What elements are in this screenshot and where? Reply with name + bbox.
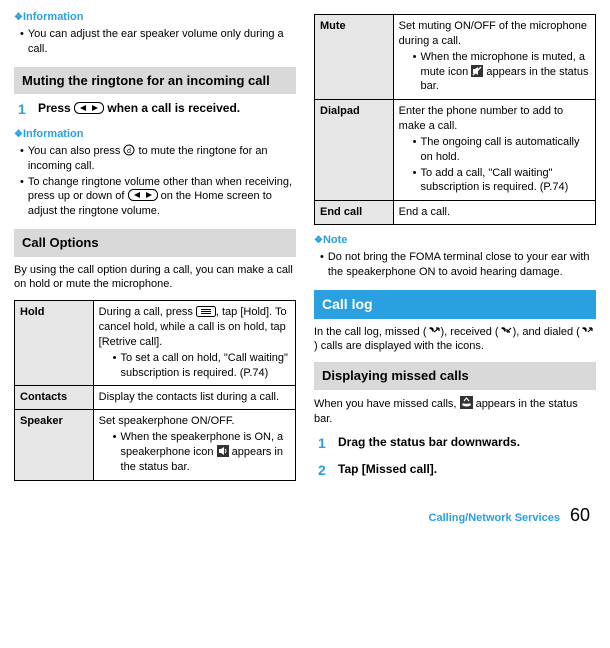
step-number: 1 xyxy=(18,100,30,119)
footer-section: Calling/Network Services xyxy=(429,511,560,526)
row-label: Mute xyxy=(315,15,394,100)
missed-call-icon xyxy=(427,326,441,337)
missed-status-icon xyxy=(460,396,473,409)
step-2: 2 Tap [Missed call]. xyxy=(318,461,596,480)
menu-key-icon xyxy=(196,306,216,317)
speaker-icon xyxy=(217,445,229,457)
info-item: • To change ringtone volume other than w… xyxy=(20,175,296,220)
step-text: Press when a call is received. xyxy=(38,100,240,116)
step-number: 2 xyxy=(318,461,330,480)
row-desc: Enter the phone number to add to make a … xyxy=(393,100,595,201)
row-desc: Display the contacts list during a call. xyxy=(93,386,295,410)
left-column: ❖Information • You can adjust the ear sp… xyxy=(14,10,296,489)
table-row: End call End a call. xyxy=(315,201,596,225)
row-desc: End a call. xyxy=(393,201,595,225)
info-block-2: ❖Information • You can also press d to m… xyxy=(14,127,296,219)
call-log-intro: In the call log, missed (), received (),… xyxy=(314,325,596,355)
right-column: Mute Set muting ON/OFF of the microphone… xyxy=(314,10,596,489)
missed-calls-intro: When you have missed calls, appears in t… xyxy=(314,396,596,427)
row-desc: Set speakerphone ON/OFF. •When the speak… xyxy=(93,410,295,480)
call-options-table-cont: Mute Set muting ON/OFF of the microphone… xyxy=(314,14,596,225)
mute-icon xyxy=(471,65,483,77)
call-options-header: Call Options xyxy=(14,229,296,257)
step-1: 1 Drag the status bar downwards. xyxy=(318,434,596,453)
table-row: Mute Set muting ON/OFF of the microphone… xyxy=(315,15,596,100)
row-desc: During a call, press , tap [Hold]. To ca… xyxy=(93,301,295,386)
svg-text:d: d xyxy=(128,148,132,155)
dialed-call-icon xyxy=(580,326,594,337)
step-number: 1 xyxy=(318,434,330,453)
info-block-1: ❖Information • You can adjust the ear sp… xyxy=(14,10,296,57)
info-label: Information xyxy=(23,128,84,140)
info-label: Information xyxy=(23,11,84,23)
row-label: Speaker xyxy=(15,410,94,480)
page-footer: Calling/Network Services 60 xyxy=(14,503,596,527)
d-button-icon: d xyxy=(123,144,135,156)
row-label: Hold xyxy=(15,301,94,386)
row-desc: Set muting ON/OFF of the microphone duri… xyxy=(393,15,595,100)
call-options-intro: By using the call option during a call, … xyxy=(14,263,296,293)
row-label: Contacts xyxy=(15,386,94,410)
info-item: • You can adjust the ear speaker volume … xyxy=(20,27,296,57)
footer-page-number: 60 xyxy=(570,503,590,527)
table-row: Speaker Set speakerphone ON/OFF. •When t… xyxy=(15,410,296,480)
call-log-header: Call log xyxy=(314,290,596,319)
info-item: • You can also press d to mute the ringt… xyxy=(20,144,296,174)
row-label: Dialpad xyxy=(315,100,394,201)
volume-key-icon xyxy=(74,102,104,114)
note-label: Note xyxy=(323,234,347,246)
step-text: Tap [Missed call]. xyxy=(338,461,437,477)
volume-key-icon xyxy=(128,189,158,201)
received-call-icon xyxy=(499,326,513,337)
step-1: 1 Press when a call is received. xyxy=(18,100,296,119)
muting-ringtone-header: Muting the ringtone for an incoming call xyxy=(14,67,296,95)
table-row: Hold During a call, press , tap [Hold]. … xyxy=(15,301,296,386)
note-item: • Do not bring the FOMA terminal close t… xyxy=(320,250,596,280)
table-row: Contacts Display the contacts list durin… xyxy=(15,386,296,410)
note-block: ❖Note • Do not bring the FOMA terminal c… xyxy=(314,233,596,280)
missed-calls-header: Displaying missed calls xyxy=(314,362,596,390)
step-text: Drag the status bar downwards. xyxy=(338,434,520,450)
call-options-table: Hold During a call, press , tap [Hold]. … xyxy=(14,300,296,480)
row-label: End call xyxy=(315,201,394,225)
table-row: Dialpad Enter the phone number to add to… xyxy=(315,100,596,201)
